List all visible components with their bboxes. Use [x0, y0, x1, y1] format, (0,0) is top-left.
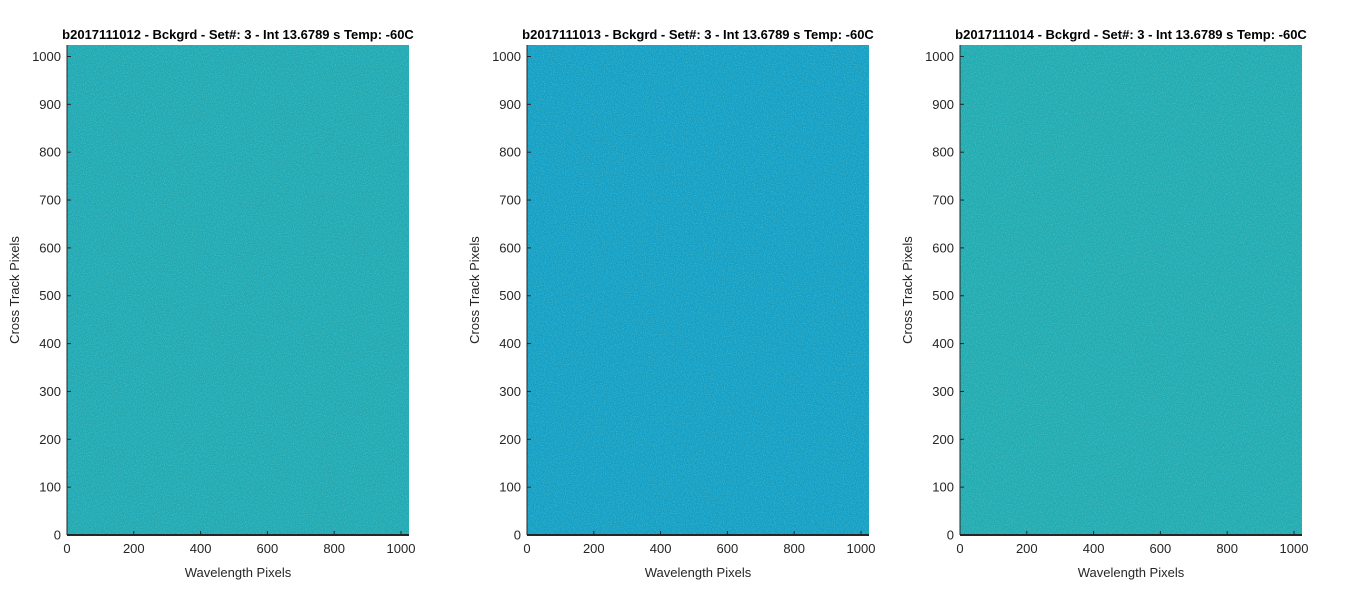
heatmap-noise [960, 45, 1302, 535]
y-tick-label: 300 [499, 384, 521, 399]
y-tick-label: 700 [39, 193, 61, 208]
x-tick-label: 200 [123, 541, 145, 556]
x-tick-label: 600 [1150, 541, 1172, 556]
y-tick-label: 900 [932, 97, 954, 112]
y-tick-label: 900 [499, 97, 521, 112]
x-axis-label: Wavelength Pixels [645, 565, 752, 580]
y-tick-label: 800 [499, 145, 521, 160]
y-tick-label: 300 [932, 384, 954, 399]
y-tick-label: 900 [39, 97, 61, 112]
y-tick-label: 200 [39, 432, 61, 447]
x-tick-label: 600 [257, 541, 279, 556]
y-tick-label: 600 [39, 240, 61, 255]
x-tick-label: 800 [323, 541, 345, 556]
x-tick-label: 1000 [847, 541, 876, 556]
y-tick-label: 400 [499, 336, 521, 351]
x-tick-label: 600 [717, 541, 739, 556]
x-axis-label: Wavelength Pixels [185, 565, 292, 580]
chart-title: b2017111014 - Bckgrd - Set#: 3 - Int 13.… [955, 27, 1307, 42]
y-axis-label: Cross Track Pixels [7, 236, 22, 344]
x-tick-label: 0 [523, 541, 530, 556]
y-tick-label: 500 [499, 288, 521, 303]
y-tick-label: 800 [39, 145, 61, 160]
y-tick-label: 100 [932, 480, 954, 495]
y-tick-label: 1000 [32, 49, 61, 64]
y-tick-label: 0 [514, 528, 521, 543]
y-tick-label: 100 [39, 480, 61, 495]
x-tick-label: 800 [1216, 541, 1238, 556]
y-tick-label: 200 [499, 432, 521, 447]
x-tick-label: 1000 [387, 541, 416, 556]
y-tick-label: 500 [932, 288, 954, 303]
x-tick-label: 200 [583, 541, 605, 556]
y-tick-label: 200 [932, 432, 954, 447]
y-tick-label: 400 [39, 336, 61, 351]
y-tick-label: 600 [499, 240, 521, 255]
y-tick-label: 0 [54, 528, 61, 543]
y-tick-label: 100 [499, 480, 521, 495]
y-tick-label: 300 [39, 384, 61, 399]
x-tick-label: 400 [190, 541, 212, 556]
heatmap-noise [527, 45, 869, 535]
subplot-1: 0 200 400 600 800 1000 0 100 200 300 400 500 600 700 8… [7, 27, 415, 580]
x-tick-label: 1000 [1280, 541, 1309, 556]
y-axis-label: Cross Track Pixels [900, 236, 915, 344]
y-tick-label: 1000 [492, 49, 521, 64]
heatmap-noise [67, 45, 409, 535]
x-tick-label: 800 [783, 541, 805, 556]
y-tick-label: 600 [932, 240, 954, 255]
x-tick-label: 200 [1016, 541, 1038, 556]
subplot-3: 0 200 400 600 800 1000 0 100 200 300 400 500 600 700 8… [900, 27, 1308, 580]
y-tick-label: 400 [932, 336, 954, 351]
y-tick-label: 1000 [925, 49, 954, 64]
x-axis-label: Wavelength Pixels [1078, 565, 1185, 580]
y-tick-label: 500 [39, 288, 61, 303]
x-tick-label: 400 [650, 541, 672, 556]
y-tick-label: 0 [947, 528, 954, 543]
chart-title: b2017111013 - Bckgrd - Set#: 3 - Int 13.… [522, 27, 874, 42]
y-axis-label: Cross Track Pixels [467, 236, 482, 344]
y-tick-label: 800 [932, 145, 954, 160]
x-tick-label: 0 [63, 541, 70, 556]
x-tick-label: 0 [956, 541, 963, 556]
y-tick-label: 700 [932, 193, 954, 208]
subplot-2: 0 200 400 600 800 1000 0 100 200 300 400 500 600 700 8… [467, 27, 875, 580]
y-tick-label: 700 [499, 193, 521, 208]
x-tick-label: 400 [1083, 541, 1105, 556]
chart-title: b2017111012 - Bckgrd - Set#: 3 - Int 13.… [62, 27, 414, 42]
